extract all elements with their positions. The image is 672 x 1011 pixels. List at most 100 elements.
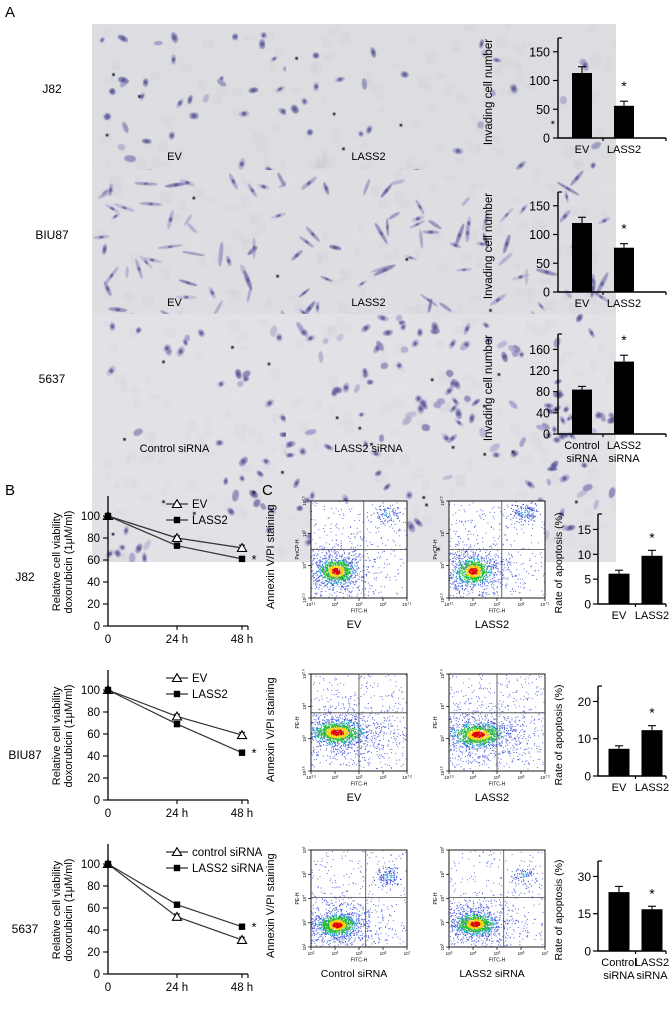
svg-text:Rate of apoptosis (%): Rate of apoptosis (%): [553, 685, 565, 786]
svg-text:Invading cell number: Invading cell number: [483, 193, 495, 299]
bar-chart-a-5637: Invading cell number 04080120160Controlsi…: [483, 332, 667, 465]
svg-text:103: 103: [439, 919, 445, 926]
svg-text:Invading cell number: Invading cell number: [483, 39, 495, 145]
svg-text:*: *: [251, 746, 256, 761]
flow-caption: EV: [346, 792, 362, 804]
cell-line-label-5637: 5637: [11, 922, 39, 936]
svg-text:48 h: 48 h: [231, 808, 253, 820]
svg-text:60: 60: [87, 555, 100, 567]
svg-text:104: 104: [439, 895, 445, 902]
svg-text:106.5: 106.5: [439, 496, 445, 506]
svg-text:EV: EV: [575, 298, 590, 310]
flow-caption: LASS2 siRNA: [459, 968, 525, 980]
microscopy-caption: EV: [167, 151, 182, 163]
stain-axis-label: Annexin V/PI staining: [265, 504, 277, 610]
svg-text:80: 80: [87, 707, 100, 719]
svg-text:100: 100: [81, 859, 100, 871]
svg-text:FITC-H: FITC-H: [489, 782, 506, 788]
svg-text:103.3: 103.3: [306, 774, 316, 780]
svg-text:120: 120: [529, 364, 550, 378]
svg-text:104: 104: [439, 562, 445, 569]
panel-a-label: A: [5, 4, 16, 21]
svg-text:106: 106: [518, 601, 525, 607]
svg-text:48 h: 48 h: [231, 982, 253, 994]
svg-text:104: 104: [470, 950, 477, 956]
svg-text:101.6: 101.6: [301, 766, 307, 776]
svg-text:Control: Control: [601, 957, 636, 969]
svg-text:*: *: [649, 705, 655, 721]
cell-line-label-biu87: BIU87: [8, 748, 42, 762]
line-chart-b-5637: Relative cell viability doxorubicin (1μM/…: [51, 844, 264, 994]
svg-text:siRNA: siRNA: [603, 970, 635, 982]
microscopy-caption: LASS2: [351, 151, 386, 163]
cell-line-label-j82: J82: [15, 570, 35, 584]
svg-text:104: 104: [301, 703, 307, 710]
flow-plot-c2-lass2: 101.6 103 104 105.4 103.3 104 105 106 107.3 FITC-…: [431, 668, 553, 808]
svg-text:20: 20: [87, 599, 100, 611]
svg-text:80: 80: [87, 533, 100, 545]
stain-axis-label: Annexin V/PI staining: [265, 853, 277, 959]
svg-text:LASS2: LASS2: [192, 689, 228, 701]
svg-text:50: 50: [536, 103, 550, 117]
svg-text:*: *: [649, 529, 655, 545]
svg-text:0: 0: [543, 428, 550, 442]
svg-text:*: *: [621, 78, 627, 94]
panel-c-label: C: [262, 482, 273, 499]
svg-text:106: 106: [380, 950, 387, 956]
svg-text:106.5: 106.5: [301, 496, 307, 506]
svg-text:103: 103: [301, 919, 307, 926]
svg-text:FITC-H: FITC-H: [489, 609, 506, 615]
flow-plot-c3-control-sirna: 102 103 104 105 106 103 104 105 106 107 FITC-H PE-H…: [293, 844, 415, 984]
svg-text:50: 50: [536, 257, 550, 271]
svg-text:105: 105: [301, 871, 307, 878]
svg-text:LASS2: LASS2: [607, 440, 641, 452]
svg-text:FITC-H: FITC-H: [351, 609, 368, 615]
svg-text:doxorubicin (1μM/ml): doxorubicin (1μM/ml): [63, 685, 75, 788]
svg-text:48 h: 48 h: [231, 634, 253, 646]
svg-text:105.4: 105.4: [439, 669, 445, 679]
svg-text:0: 0: [543, 132, 550, 146]
svg-text:106: 106: [380, 774, 387, 780]
svg-text:160: 160: [529, 343, 550, 357]
flow-dots: [311, 850, 407, 947]
svg-text:doxorubicin (1μM/ml): doxorubicin (1μM/ml): [63, 859, 75, 962]
svg-text:EV: EV: [612, 610, 627, 622]
svg-text:107: 107: [542, 950, 549, 956]
svg-text:106: 106: [518, 950, 525, 956]
svg-text:PE-H: PE-H: [433, 716, 439, 728]
svg-text:siRNA: siRNA: [566, 453, 598, 465]
svg-text:102: 102: [301, 943, 307, 950]
svg-text:105: 105: [356, 950, 363, 956]
line-chart-b-j82: Relative cell viability doxorubicin (1μM/…: [51, 496, 257, 646]
svg-text:107: 107: [404, 950, 411, 956]
svg-text:EV: EV: [192, 499, 208, 511]
svg-text:40: 40: [536, 406, 550, 420]
svg-text:0: 0: [94, 621, 100, 633]
svg-text:103: 103: [439, 735, 445, 742]
bar-chart-c3-apoptosis: Rate of apoptosis (%) 0 15 30 ControlsiRNALA…: [553, 860, 669, 982]
svg-text:0: 0: [94, 795, 100, 807]
svg-text:LASS2: LASS2: [192, 515, 228, 527]
bar-chart-c2-apoptosis: Rate of apoptosis (%) 0 10 20 EV LASS2 *: [553, 685, 669, 794]
flow-axes: 102.3 104 105 106.5 103.1 104 105 106 107.1 FITC-…: [433, 496, 550, 615]
svg-text:80: 80: [87, 881, 100, 893]
svg-text:0: 0: [94, 969, 100, 981]
line-chart-b-biu87: Relative cell viability doxorubicin (1μM/…: [51, 670, 257, 820]
svg-text:150: 150: [529, 45, 550, 59]
flow-dots: [449, 850, 545, 947]
svg-text:100: 100: [529, 228, 550, 242]
flow-caption: EV: [346, 619, 362, 631]
svg-text:0: 0: [584, 598, 591, 612]
svg-text:101.6: 101.6: [439, 766, 445, 776]
svg-text:104: 104: [301, 895, 307, 902]
svg-text:LASS2: LASS2: [635, 957, 669, 969]
svg-text:103.1: 103.1: [306, 601, 316, 607]
microscopy-caption: EV: [167, 297, 182, 309]
svg-text:EV: EV: [192, 673, 208, 685]
svg-text:150: 150: [529, 199, 550, 213]
svg-text:*: *: [251, 920, 256, 935]
svg-text:107.3: 107.3: [402, 774, 412, 780]
svg-text:103.1: 103.1: [444, 601, 454, 607]
svg-text:LASS2 siRNA: LASS2 siRNA: [192, 863, 264, 875]
